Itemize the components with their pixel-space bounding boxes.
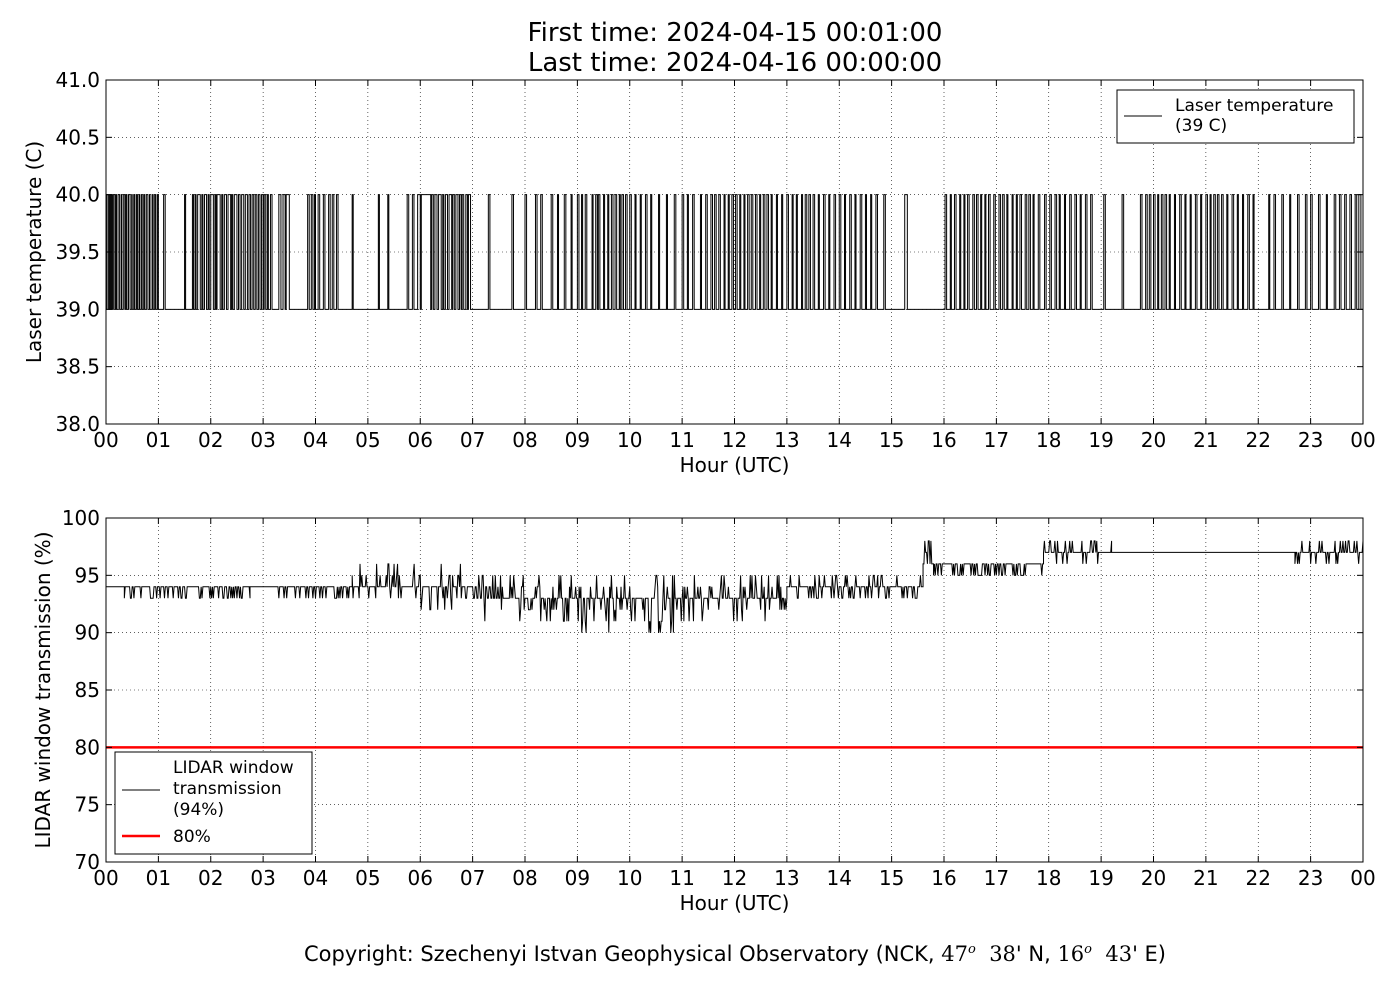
lidar-y-tick-label: 80 [75,735,100,759]
lidar-x-tick-label: 03 [250,866,275,890]
lidar-x-tick-label: 08 [512,866,537,890]
laser-x-tick-label: 22 [1246,428,1271,452]
lidar-transmission-line [106,540,1364,633]
laser-x-tick-label: 00 [1350,428,1375,452]
laser-y-tick-label: 41.0 [55,68,100,92]
laser-x-tick-label: 00 [93,428,118,452]
laser-x-tick-label: 18 [1036,428,1061,452]
lidar-x-axis-label: Hour (UTC) [680,891,790,915]
lidar-x-tick-label: 05 [355,866,380,890]
laser-y-tick-label: 40.5 [55,125,100,149]
laser-legend: Laser temperature(39 C) [1116,89,1355,144]
footer-lat-hemi: ' N, [1015,942,1058,966]
footer-lat-deg: 47 [941,942,968,966]
laser-x-tick-label: 06 [408,428,433,452]
laser-x-tick-label: 12 [722,428,747,452]
threshold-legend-label: 80% [173,827,211,847]
lidar-x-tick-label: 07 [460,866,485,890]
lidar-x-tick-label: 19 [1088,866,1113,890]
lidar-x-tick-label: 23 [1298,866,1323,890]
lidar-y-tick-label: 85 [75,678,100,702]
footer-lon-deg: 16 [1057,942,1085,966]
laser-x-tick-label: 15 [879,428,904,452]
laser-x-tick-label: 09 [565,428,590,452]
laser-temperature-chart: 00 01 02 03 04 05 06 07 08 09 10 11 12 13 14 15 16 17 18 19… [22,68,1376,477]
laser-y-tick-label: 38.0 [55,412,100,436]
laser-x-tick-label: 01 [146,428,171,452]
footer-prefix: Copyright: Szechenyi Istvan Geophysical … [303,942,942,966]
lidar-x-tick-label: 22 [1246,866,1271,890]
laser-x-tick-label: 23 [1298,428,1323,452]
lidar-y-tick-label: 75 [75,793,100,817]
lidar-x-tick-label: 10 [617,866,642,890]
lidar-transmission-chart: 00 01 02 03 04 05 06 07 08 09 10 11 12 13 14 15 16 17 18 19… [31,506,1376,915]
laser-x-tick-label: 05 [355,428,380,452]
laser-x-tick-label: 08 [512,428,537,452]
lidar-x-tick-label: 20 [1141,866,1166,890]
laser-x-tick-label: 02 [198,428,223,452]
laser-x-tick-label: 17 [984,428,1009,452]
laser-legend-label: Laser temperature [1175,96,1333,116]
footer-lon-min: 43 [1105,942,1133,966]
lidar-y-tick-label: 100 [62,506,100,530]
laser-y-tick-label: 38.5 [55,355,100,379]
laser-x-tick-label: 03 [250,428,275,452]
lidar-x-tick-label: 00 [93,866,118,890]
copyright-footer: Copyright: Szechenyi Istvan Geophysical … [0,936,1400,968]
laser-x-tick-label: 11 [669,428,694,452]
laser-x-tick-label: 21 [1193,428,1218,452]
lidar-x-tick-label: 15 [879,866,904,890]
chart-title-line-1: First time: 2024-04-15 00:01:00 [527,18,943,48]
laser-y-tick-label: 39.0 [55,297,100,321]
laser-legend-label: (39 C) [1175,116,1227,136]
laser-x-tick-label: 04 [303,428,328,452]
lidar-x-tick-label: 12 [722,866,747,890]
laser-y-tick-label: 39.5 [55,240,100,264]
laser-x-tick-label: 16 [931,428,956,452]
laser-x-tick-label: 10 [617,428,642,452]
lidar-x-tick-label: 01 [146,866,171,890]
laser-temperature-line [106,194,1363,310]
lidar-legend-label: (94%) [173,800,224,820]
footer-lat-min: 38 [989,942,1016,966]
lidar-x-tick-label: 00 [1350,866,1375,890]
laser-y-tick-label: 40.0 [55,183,100,207]
lidar-x-tick-label: 11 [669,866,694,890]
chart-title-line-2: Last time: 2024-04-16 00:00:00 [527,48,943,78]
laser-x-tick-label: 07 [460,428,485,452]
lidar-y-tick-label: 70 [75,850,100,874]
lidar-x-tick-label: 04 [303,866,328,890]
lidar-x-tick-label: 21 [1193,866,1218,890]
laser-x-axis-label: Hour (UTC) [680,453,790,477]
lidar-legend-label: LIDAR window [173,758,294,778]
footer-lat-degree-mark: o [968,942,976,957]
footer-lon-degree-mark: o [1084,942,1092,957]
lidar-x-tick-label: 18 [1036,866,1061,890]
lidar-x-tick-label: 02 [198,866,223,890]
laser-x-tick-label: 14 [827,428,852,452]
lidar-y-tick-label: 90 [75,621,100,645]
lidar-y-tick-label: 95 [75,563,100,587]
lidar-y-axis-label: LIDAR window transmission (%) [31,532,55,849]
laser-x-tick-label: 19 [1088,428,1113,452]
laser-x-tick-label: 13 [774,428,799,452]
lidar-x-tick-label: 13 [774,866,799,890]
lidar-legend-label: transmission [173,779,282,799]
footer-lon-hemi: ' E) [1132,942,1167,966]
lidar-x-tick-label: 16 [931,866,956,890]
lidar-x-tick-label: 09 [565,866,590,890]
lidar-x-tick-label: 17 [984,866,1009,890]
lidar-x-tick-label: 14 [827,866,852,890]
laser-x-tick-label: 20 [1141,428,1166,452]
lidar-x-tick-label: 06 [408,866,433,890]
laser-y-axis-label: Laser temperature (C) [22,141,46,363]
